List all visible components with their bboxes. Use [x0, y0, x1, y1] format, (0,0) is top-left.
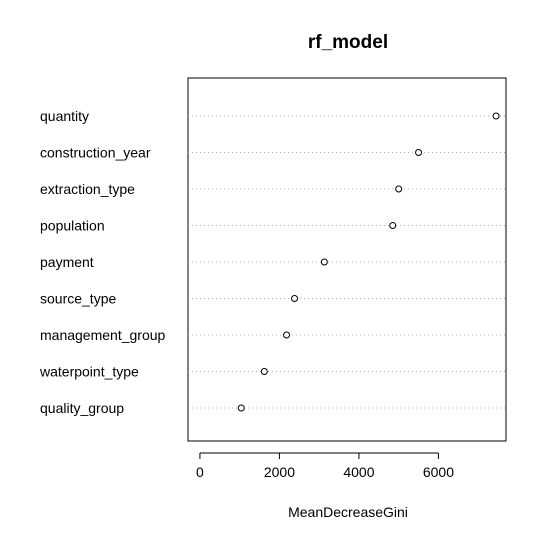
category-label: payment [40, 254, 94, 270]
category-label: population [40, 218, 105, 234]
category-label: construction_year [40, 145, 151, 161]
data-points [237, 112, 500, 412]
data-point [283, 331, 291, 339]
x-axis-label: MeanDecreaseGini [288, 504, 408, 520]
category-label: source_type [40, 291, 116, 307]
chart-title: rf_model [308, 32, 388, 53]
data-point [415, 149, 423, 156]
data-point [237, 404, 245, 412]
plot-frame [187, 77, 507, 442]
category-label: extraction_type [40, 181, 135, 197]
x-axis: 0 2000 4000 6000 [196, 452, 454, 480]
x-tick-label: 6000 [423, 464, 454, 480]
category-label: waterpoint_type [39, 364, 139, 380]
data-point [492, 112, 500, 120]
data-point [260, 368, 268, 375]
x-tick-label: 4000 [343, 464, 374, 480]
data-point [395, 185, 403, 193]
category-label: management_group [40, 327, 166, 343]
data-point [291, 295, 299, 302]
x-tick-label: 0 [196, 464, 204, 480]
category-label: quality_group [40, 400, 124, 416]
category-label: quantity [40, 108, 89, 124]
gridlines [188, 115, 506, 409]
x-tick-label: 2000 [264, 464, 295, 480]
category-labels: quantity construction_year extraction_type… [39, 108, 166, 416]
data-point [320, 258, 328, 266]
data-point [389, 222, 397, 229]
